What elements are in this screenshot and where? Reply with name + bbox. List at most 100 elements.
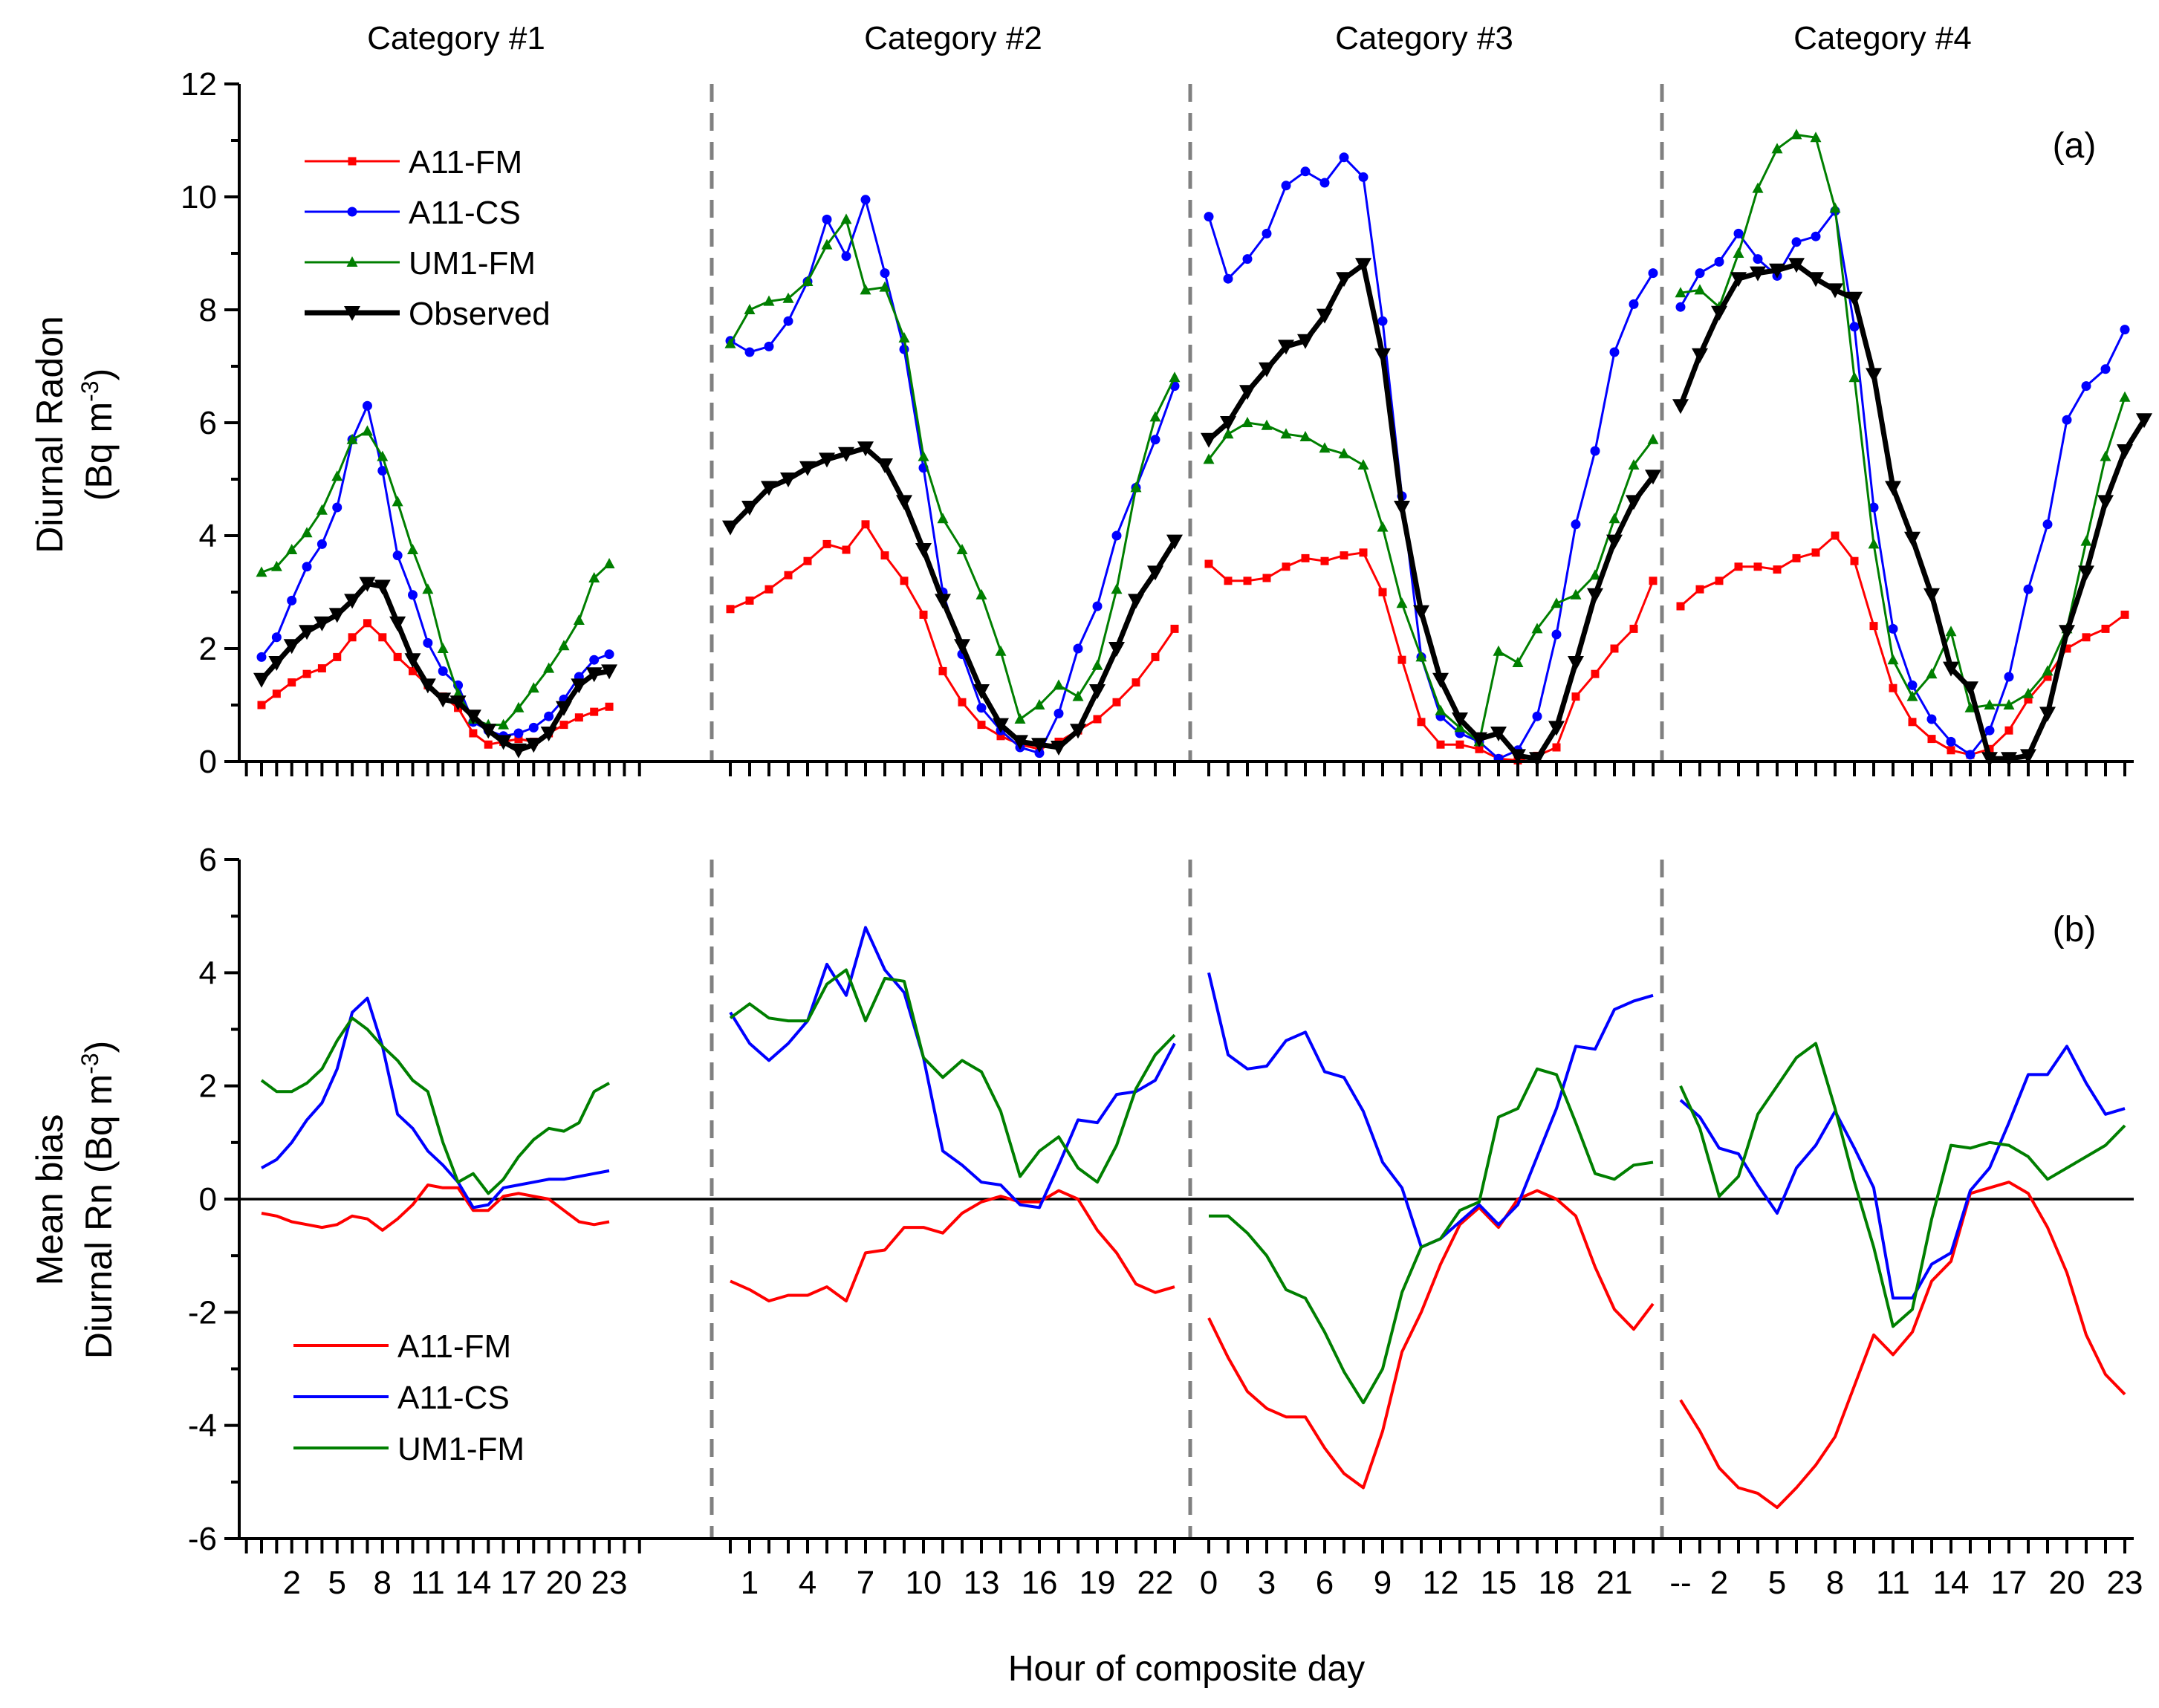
legends: A11-FM A11-CS UM1-FM Observed A11-FM A11-CS UM… — [293, 144, 551, 1467]
point-a11-cs-cat2-18 — [1073, 643, 1083, 654]
point-a11-fm-cat1-6 — [348, 633, 357, 642]
point-a11-fm-cat2-21 — [1132, 678, 1140, 687]
point-a11-fm-cat3-18 — [1552, 743, 1561, 752]
point-a11-fm-cat2-20 — [1112, 698, 1121, 707]
point-a11-cs-cat1-5 — [332, 502, 342, 513]
x-tick-label-c1-1: 5 — [328, 1565, 346, 1601]
line-um1-fm-cat2 — [729, 218, 1176, 721]
point-um1-fm-cat3-4 — [1280, 428, 1292, 439]
point-a11-cs-cat4-11 — [1888, 623, 1898, 634]
point-um1-fm-cat1-7 — [361, 425, 373, 436]
point-um1-fm-cat3-2 — [1241, 417, 1253, 427]
x-tick-label-c1-0: 2 — [282, 1565, 300, 1601]
x-tick-label-c2-0: 1 — [741, 1565, 759, 1601]
bottom-legend-label-a11-cs: A11-CS — [397, 1380, 510, 1416]
y-tick-label-bottom-0: -6 — [188, 1521, 217, 1557]
point-observed-cat4-3 — [1730, 272, 1747, 288]
point-um1-fm-cat2-5 — [821, 238, 833, 250]
x-tick-label-c3-7: 21 — [1597, 1565, 1633, 1601]
point-a11-fm-cat4-0 — [1676, 602, 1685, 611]
point-observed-cat2-22 — [1147, 565, 1163, 581]
point-observed-cat1-13 — [449, 695, 467, 711]
line-um1-fm-cat4 — [1679, 1042, 2126, 1328]
point-a11-fm-cat2-10 — [919, 610, 928, 619]
point-observed-cat3-17 — [1529, 752, 1545, 767]
point-observed-cat3-19 — [1568, 656, 1584, 671]
x-tick-label-c4-6: 17 — [1991, 1565, 2027, 1601]
point-a11-fm-cat4-17 — [2004, 726, 2013, 735]
point-observed-cat4-22 — [2097, 495, 2114, 510]
bottom-legend-label-a11-fm: A11-FM — [397, 1328, 511, 1365]
point-um1-fm-cat4-23 — [2119, 391, 2131, 402]
point-observed-cat4-17 — [2001, 752, 2017, 767]
point-observed-cat1-5 — [328, 608, 345, 623]
x-tick-label-c4-0: -- — [1669, 1565, 1691, 1601]
y-tick-label-top-4: 8 — [199, 292, 217, 328]
point-observed-cat2-5 — [819, 452, 835, 468]
point-observed-cat3-1 — [1220, 416, 1236, 431]
y-tick-label-bottom-5: 4 — [199, 955, 217, 991]
y-tick-label-bottom-2: -2 — [188, 1294, 217, 1331]
ylabel-bottom-line2: Diurnal Rn (Bq m-3) — [77, 1041, 120, 1360]
point-um1-fm-cat1-3 — [301, 527, 313, 538]
point-um1-fm-cat1-0 — [256, 566, 267, 577]
point-a11-fm-cat3-22 — [1629, 624, 1638, 633]
point-a11-cs-cat2-2 — [764, 341, 774, 351]
point-a11-cs-cat1-23 — [604, 649, 614, 660]
point-um1-fm-cat1-18 — [527, 682, 539, 693]
line-um1-fm-cat1 — [261, 429, 611, 727]
point-observed-cat3-16 — [1510, 749, 1526, 764]
ylabel-top-sup: -3 — [77, 380, 103, 401]
point-observed-cat2-13 — [973, 684, 990, 699]
point-um1-fm-cat1-1 — [270, 560, 282, 571]
point-um1-fm-cat4-15 — [1964, 701, 1976, 712]
panel-label-b: (b) — [2053, 910, 2097, 949]
point-a11-cs-cat1-17 — [513, 728, 524, 738]
point-a11-fm-cat4-9 — [1850, 556, 1859, 565]
x-tick-label-c4-5: 14 — [1933, 1565, 1970, 1601]
point-observed-cat2-20 — [1108, 642, 1125, 657]
point-a11-fm-cat1-10 — [409, 666, 417, 675]
point-a11-cs-cat1-18 — [528, 722, 539, 733]
point-a11-cs-cat4-2 — [1714, 256, 1724, 267]
point-um1-fm-cat4-8 — [1829, 202, 1841, 213]
point-observed-cat1-16 — [495, 735, 512, 750]
line-a11-cs-cat3 — [1207, 156, 1655, 760]
y-tick-label-top-2: 4 — [199, 518, 217, 554]
point-a11-cs-cat3-7 — [1339, 152, 1349, 163]
top-legend-item-a11-fm: A11-FM — [305, 144, 522, 181]
point-observed-cat1-11 — [419, 678, 436, 694]
point-um1-fm-cat3-7 — [1338, 447, 1350, 458]
point-a11-fm-cat2-5 — [822, 539, 831, 548]
point-a11-fm-cat2-19 — [1093, 715, 1102, 724]
x-tick-label-c2-1: 4 — [799, 1565, 816, 1601]
point-a11-fm-cat2-23 — [1170, 624, 1179, 633]
point-um1-fm-cat2-20 — [1111, 583, 1123, 594]
x-tick-label-c1-3: 11 — [411, 1565, 445, 1601]
category-title-4: Category #4 — [1793, 20, 1972, 56]
point-a11-fm-cat1-20 — [559, 721, 568, 730]
point-a11-cs-cat3-17 — [1532, 711, 1542, 721]
line-observed-cat2 — [728, 445, 1177, 750]
point-um1-fm-cat1-17 — [513, 701, 525, 712]
y-tick-label-top-0: 0 — [199, 744, 217, 780]
top-legend-label-a11-fm: A11-FM — [409, 144, 522, 181]
point-a11-fm-cat1-2 — [288, 678, 296, 687]
point-a11-fm-cat2-12 — [958, 698, 967, 707]
point-observed-cat3-14 — [1471, 732, 1487, 747]
point-observed-cat3-8 — [1355, 258, 1371, 273]
point-a11-cs-cat2-22 — [1150, 435, 1160, 445]
point-um1-fm-cat1-4 — [316, 504, 328, 515]
top-legend-marker-um1-fm — [346, 256, 358, 267]
point-observed-cat2-0 — [722, 520, 738, 536]
point-um1-fm-cat3-8 — [1357, 459, 1369, 470]
point-observed-cat4-8 — [1827, 283, 1843, 299]
point-observed-cat2-10 — [915, 543, 932, 558]
point-um1-fm-cat1-11 — [422, 583, 434, 594]
line-um1-fm-cat4 — [1680, 133, 2126, 709]
point-um1-fm-cat3-3 — [1261, 419, 1273, 430]
point-observed-cat4-10 — [1866, 368, 1882, 383]
x-tick-label-c2-6: 19 — [1080, 1565, 1116, 1601]
point-a11-cs-cat4-22 — [2100, 364, 2111, 374]
